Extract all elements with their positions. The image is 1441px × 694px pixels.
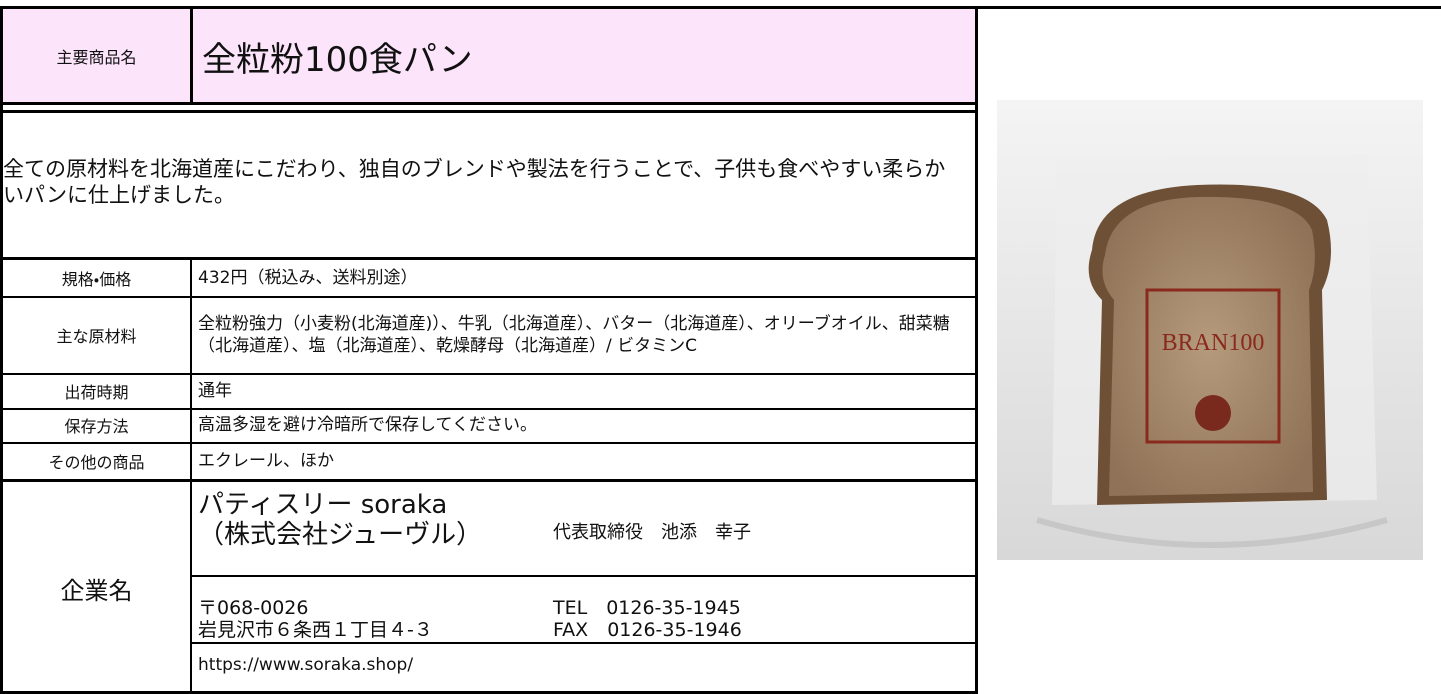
rule — [0, 110, 978, 113]
sheet — [0, 6, 978, 694]
rule — [0, 102, 978, 105]
rule — [0, 442, 978, 444]
label-box — [1145, 288, 1281, 444]
rule — [0, 257, 978, 260]
title-row — [3, 9, 975, 103]
crumb — [1102, 196, 1315, 496]
url: https://www.soraka.shop/ — [198, 655, 414, 675]
rule — [0, 296, 978, 298]
description: 全ての原材料を北海道産にこだわり、独自のブレンドや製法を行うことで、子供も食べや… — [3, 157, 946, 207]
tel: TEL 0126-35-1945 — [553, 597, 741, 619]
address-block: 〒068-0026 岩見沢市６条西１丁目４-３ — [198, 597, 433, 641]
spec-label: 主な原材料 — [56, 326, 137, 346]
divider — [190, 442, 192, 479]
product-photo: BRAN100 — [997, 100, 1423, 560]
fax: FAX 0126-35-1946 — [553, 619, 742, 641]
spec-value: エクレール、ほか — [198, 450, 334, 471]
rule — [192, 575, 975, 577]
bag-label: BRAN100 — [1162, 330, 1265, 356]
address: 岩見沢市６条西１丁目４-３ — [198, 619, 433, 641]
seal — [1195, 395, 1231, 431]
divider — [190, 373, 192, 408]
spec-value: 全粒粉強力（小麦粉(北海道産)）、牛乳（北海道産）、バター（北海道産）、オリーブ… — [198, 313, 950, 356]
spec-label: 保存方法 — [64, 417, 129, 436]
company-name: パティスリー soraka （株式会社ジューヴル） — [198, 490, 482, 550]
rule — [192, 642, 975, 644]
spec-value: 高温多湿を避け冷暗所で保存してください。 — [198, 415, 537, 435]
spec-value: 通年 — [198, 380, 232, 401]
shop-name: パティスリー soraka — [198, 490, 448, 520]
spec-label: その他の商品 — [48, 452, 145, 472]
shadow — [1036, 517, 1388, 548]
divider — [190, 260, 192, 296]
contact-block: TEL 0126-35-1945 FAX 0126-35-1946 — [553, 597, 742, 641]
product-title: 全粒粉100食パン — [202, 39, 473, 80]
spec-label: 規格・価格 — [61, 270, 132, 289]
spec-value: 432円（税込み、送料別途） — [198, 268, 418, 288]
divider — [190, 9, 193, 103]
divider — [190, 296, 192, 373]
rule — [0, 479, 978, 482]
divider — [190, 408, 192, 442]
corp-name: （株式会社ジューヴル） — [198, 520, 483, 550]
title-label: 主要商品名 — [56, 48, 137, 67]
divider — [190, 482, 192, 694]
representative: 代表取締役 池添 幸子 — [553, 522, 751, 543]
rule — [0, 408, 978, 410]
spec-label: 出荷時期 — [64, 382, 129, 402]
rule — [0, 373, 978, 375]
company-label: 企業名 — [60, 576, 133, 605]
postal: 〒068-0026 — [198, 597, 309, 619]
